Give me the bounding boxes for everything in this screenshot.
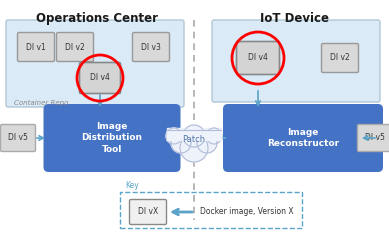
Text: DI v4: DI v4: [248, 54, 268, 62]
Circle shape: [166, 128, 182, 144]
FancyBboxPatch shape: [130, 199, 166, 225]
Circle shape: [180, 134, 208, 162]
Text: DI v2: DI v2: [330, 54, 350, 62]
Text: Docker image, Version X: Docker image, Version X: [200, 208, 294, 216]
Text: DI vX: DI vX: [138, 208, 158, 216]
Text: DI v1: DI v1: [26, 42, 46, 51]
FancyBboxPatch shape: [79, 62, 121, 93]
Circle shape: [171, 133, 191, 153]
FancyBboxPatch shape: [18, 32, 54, 62]
Text: DI v5: DI v5: [365, 134, 385, 143]
Text: DI v5: DI v5: [8, 134, 28, 143]
FancyBboxPatch shape: [6, 20, 184, 107]
FancyBboxPatch shape: [44, 104, 180, 172]
Circle shape: [183, 125, 205, 147]
Circle shape: [197, 133, 217, 153]
FancyBboxPatch shape: [237, 41, 280, 75]
FancyBboxPatch shape: [223, 104, 383, 172]
Text: Image
Reconstructor: Image Reconstructor: [267, 128, 339, 148]
Text: Patch: Patch: [182, 136, 205, 144]
FancyBboxPatch shape: [357, 124, 389, 151]
Text: DI v4: DI v4: [90, 73, 110, 82]
FancyBboxPatch shape: [321, 44, 359, 72]
Text: IoT Device: IoT Device: [261, 12, 329, 25]
Text: Container Repo: Container Repo: [14, 100, 68, 106]
FancyBboxPatch shape: [120, 192, 302, 228]
Text: Image
Distribution
Tool: Image Distribution Tool: [82, 122, 142, 154]
Text: Operations Center: Operations Center: [36, 12, 158, 25]
Text: Key: Key: [125, 181, 139, 190]
FancyBboxPatch shape: [0, 124, 35, 151]
Text: DI v2: DI v2: [65, 42, 85, 51]
Bar: [167, 130, 221, 140]
FancyBboxPatch shape: [56, 32, 93, 62]
FancyBboxPatch shape: [133, 32, 170, 62]
Bar: [167, 128, 221, 140]
Text: DI v3: DI v3: [141, 42, 161, 51]
FancyBboxPatch shape: [212, 20, 380, 102]
Circle shape: [206, 128, 222, 144]
